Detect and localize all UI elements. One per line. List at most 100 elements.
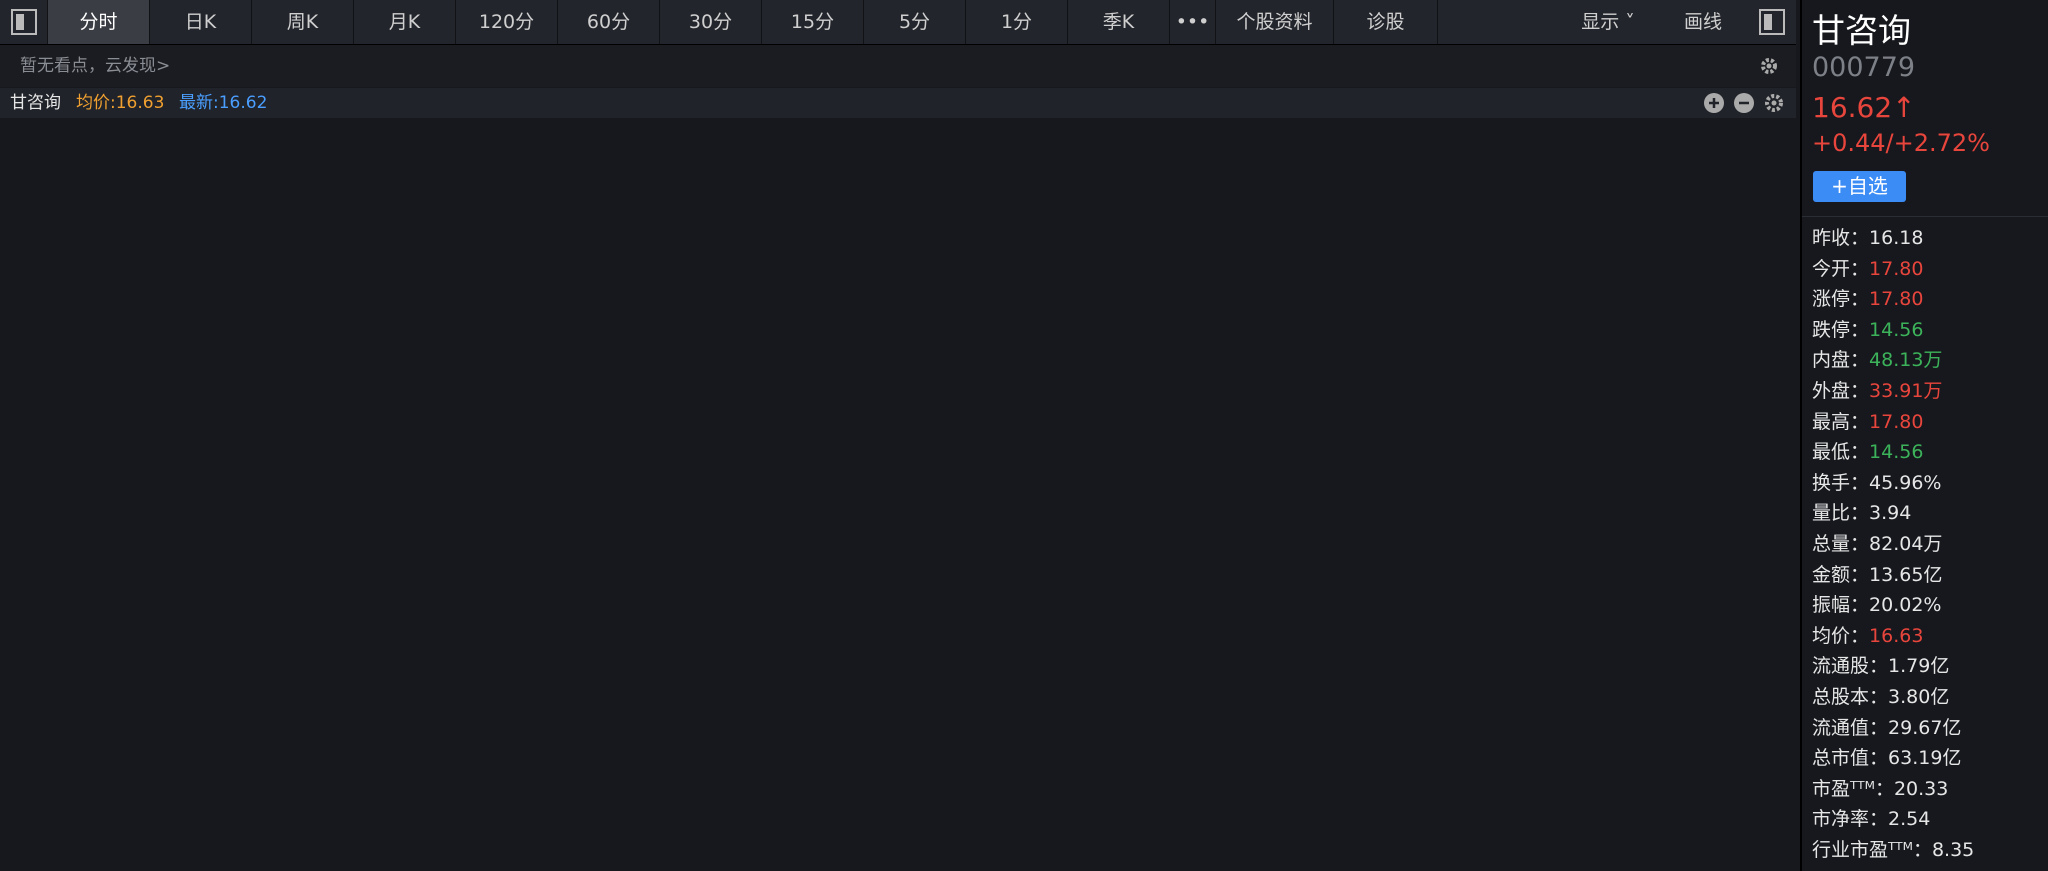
stat-value: 20.02% xyxy=(1869,594,1942,617)
stat-label: 跌停： xyxy=(1812,318,1870,341)
stat-row: 总量：82.04万 xyxy=(1812,529,1942,559)
tab[interactable]: 季K xyxy=(1068,0,1170,44)
volume-bar xyxy=(358,828,362,838)
stat-value: 13.65亿 xyxy=(1869,563,1943,586)
volume-bar xyxy=(1067,833,1071,838)
draw-button[interactable]: 画线 xyxy=(1683,11,1722,33)
tab[interactable]: 分时 xyxy=(48,0,150,44)
y2-tick-label: 4.46 xyxy=(1715,713,1755,734)
volume-bar xyxy=(1473,833,1477,838)
y-tick-label: 14.56 xyxy=(32,597,84,618)
volume-bar xyxy=(1371,833,1375,838)
tab[interactable]: 5分 xyxy=(864,0,966,44)
stat-value: 45.96% xyxy=(1869,471,1942,494)
tab[interactable]: 1分 xyxy=(966,0,1068,44)
stat-value: 29.67亿 xyxy=(1888,716,1962,739)
tab[interactable]: 60分 xyxy=(558,0,660,44)
tab[interactable]: 周K xyxy=(252,0,354,44)
volume-bar xyxy=(730,830,734,838)
stat-row: 昨收：16.18 xyxy=(1812,223,1923,253)
stat-label: 市净率： xyxy=(1812,808,1889,831)
stat-row: 量比：3.94 xyxy=(1812,498,1911,528)
y2-tick-label: 2.23 xyxy=(1715,768,1755,789)
tab[interactable]: ••• xyxy=(1170,0,1216,44)
stat-label: 市盈ᵀᵀᴹ： xyxy=(1812,777,1894,800)
tab[interactable]: 诊股 xyxy=(1334,0,1438,44)
tab[interactable]: 120分 xyxy=(456,0,558,44)
stat-row: 换手：45.96% xyxy=(1812,468,1941,498)
volume-bar xyxy=(899,830,902,838)
stat-label: 总股本： xyxy=(1812,686,1889,708)
stat-row: 金额：13.65亿 xyxy=(1812,560,1942,590)
x-tick-label: 09:30 xyxy=(64,847,116,868)
stock-name: 甘咨询 xyxy=(10,93,61,113)
add-watchlist-button[interactable]: +自选 xyxy=(1813,171,1906,202)
tab[interactable]: 个股资料 xyxy=(1216,0,1334,44)
y2-tick-label: 5.01% xyxy=(1715,478,1772,499)
price-area xyxy=(90,132,1711,607)
y-tick-label: 15.37 xyxy=(32,478,84,499)
volume-bar xyxy=(122,773,126,838)
volume-bar xyxy=(324,825,328,838)
stock-code: 000779 xyxy=(1812,52,1916,83)
avg-price: 均价:16.63 xyxy=(76,93,165,113)
y2-tick-label: 5.01% xyxy=(1715,241,1772,262)
display-label[interactable]: 显示 xyxy=(1581,11,1620,33)
y2-tick-label: 6.70 xyxy=(1715,658,1755,679)
volume-bar xyxy=(831,828,835,838)
volume-bar xyxy=(763,830,767,838)
series-line xyxy=(89,131,1712,610)
stat-row: 流通值：29.67亿 xyxy=(1812,713,1961,743)
stat-row: 流通股：1.79亿 xyxy=(1812,651,1949,681)
stat-value: 33.91万 xyxy=(1869,380,1943,402)
zoom-out[interactable] xyxy=(1734,93,1754,113)
stat-value: 2.54 xyxy=(1888,808,1931,831)
volume-bar xyxy=(561,830,565,838)
stat-row: 振幅：20.02% xyxy=(1812,590,1941,620)
tab[interactable]: 日K xyxy=(150,0,252,44)
volume-bar xyxy=(1540,798,1544,838)
panel-icon[interactable] xyxy=(1748,0,1796,44)
tab[interactable]: 30分 xyxy=(660,0,762,44)
y-tick-label: 万 xyxy=(66,823,84,844)
x-tick-label: 11:00 xyxy=(672,847,724,868)
stat-label: 最高： xyxy=(1812,410,1870,433)
layout-icon[interactable] xyxy=(0,0,48,44)
stat-row: 涨停：17.80 xyxy=(1812,284,1923,314)
chart-settings[interactable] xyxy=(1765,94,1783,112)
x-tick-label: 10:00 xyxy=(267,847,319,868)
toolbar: 分时 日K 周K 月K 120分 60分 30分 15分 5分 1分 季K ••• 个股资料 诊股 显示 … xyxy=(0,0,1796,45)
settings-icon[interactable] xyxy=(1758,55,1780,77)
y-tick-label: 15.78 xyxy=(32,418,84,439)
stat-label: 量比： xyxy=(1812,502,1870,525)
stat-row: 行业市盈ᵀᵀᴹ：8.35 xyxy=(1812,835,1974,865)
stat-label: 外盘： xyxy=(1812,380,1870,402)
stat-row: 外盘：33.91万 xyxy=(1812,376,1942,406)
tab[interactable]: 15分 xyxy=(762,0,864,44)
chart-tools xyxy=(1704,93,1783,113)
volume-bar xyxy=(1338,830,1342,838)
tab[interactable]: 月K xyxy=(354,0,456,44)
volume-bar xyxy=(1675,830,1679,838)
volume-bar xyxy=(1270,833,1274,838)
y-tick-label: 6.70 xyxy=(44,658,84,679)
stat-row: 总股本：3.80亿 xyxy=(1812,682,1949,712)
stat-row: 市净率：2.54 xyxy=(1812,804,1930,834)
volume-bar xyxy=(392,828,396,838)
stat-value: 82.04万 xyxy=(1869,533,1943,555)
divider xyxy=(1802,216,2048,217)
volume-bar xyxy=(865,830,869,838)
stat-label: 昨收： xyxy=(1812,227,1870,249)
zoom-in[interactable] xyxy=(1704,93,1724,113)
stat-label: 今开： xyxy=(1812,257,1870,280)
stat-label: 金额： xyxy=(1812,563,1870,586)
volume-bar xyxy=(1101,833,1105,838)
stat-label: 换手： xyxy=(1812,471,1870,494)
notice-text[interactable]: 暂无看点，云发现> xyxy=(20,56,171,76)
volume-bar xyxy=(1709,828,1713,838)
volume-bar xyxy=(1135,833,1139,838)
y-tick-label: 14.96 xyxy=(32,538,84,559)
y2-tick-label: 10.01% xyxy=(1715,597,1784,618)
display-menu[interactable]: 显示 ˅ xyxy=(1581,11,1635,33)
y2-tick-label: 万 xyxy=(1715,823,1733,844)
